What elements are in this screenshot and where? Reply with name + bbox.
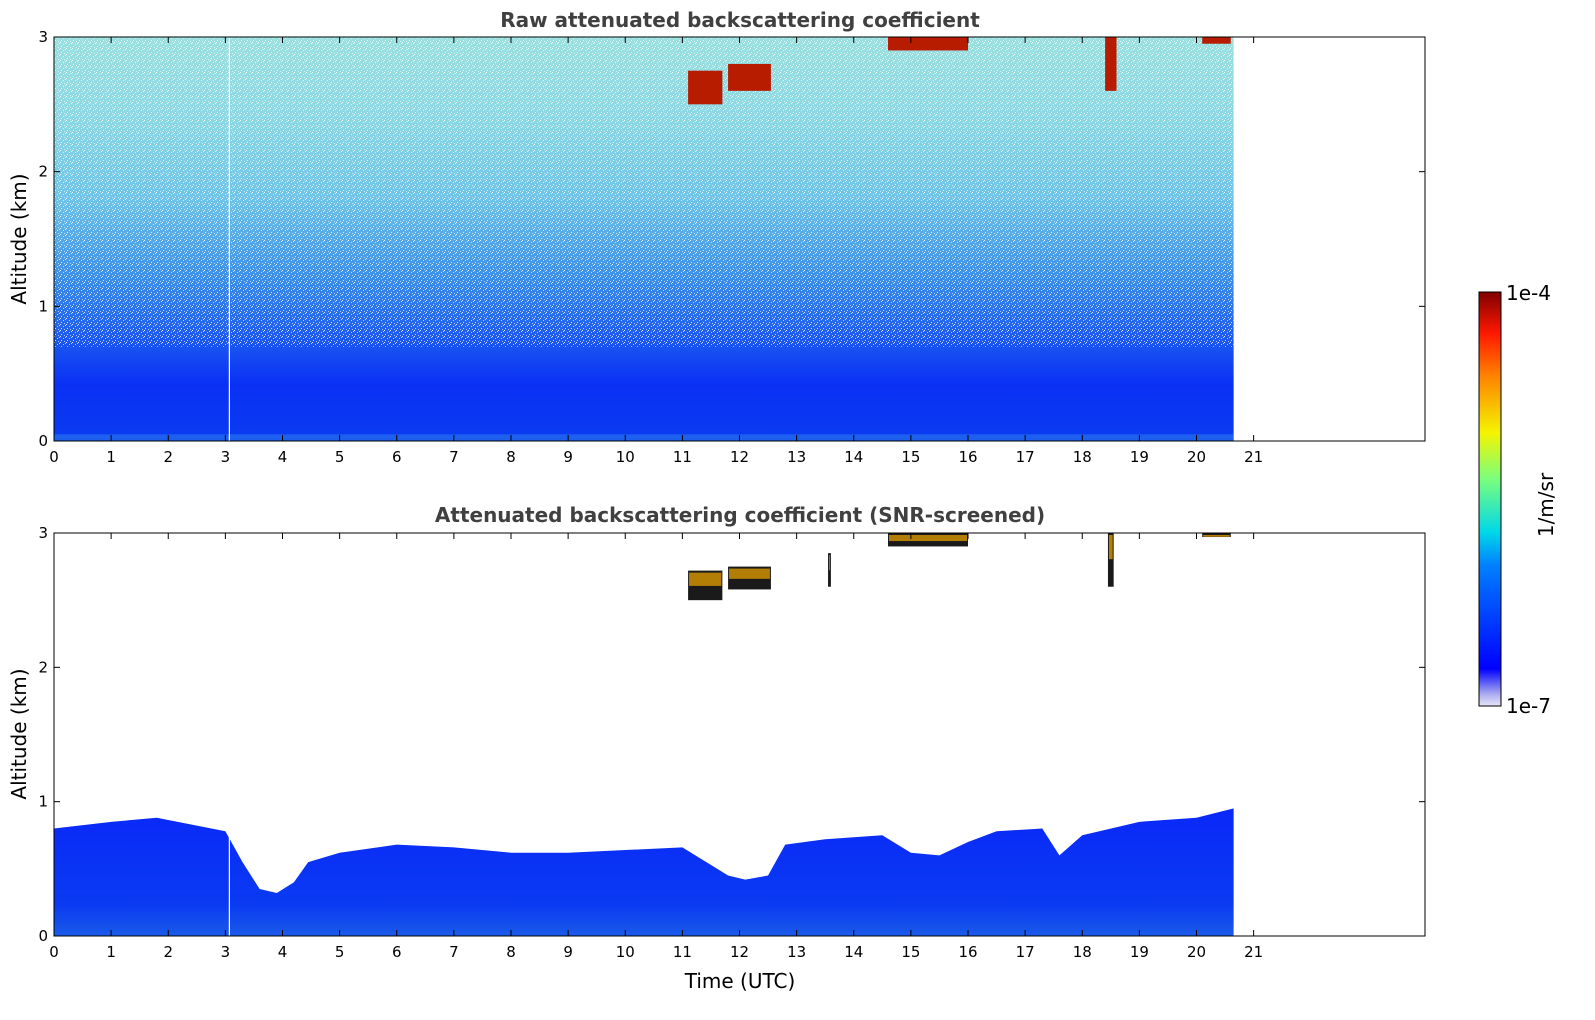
x-tick-label: 11: [673, 943, 692, 961]
panel-screened-data: [54, 533, 1234, 936]
panel-raw-y-ticks: 0 1 2 3: [38, 28, 1425, 450]
panel-screened-x-ticks: 0 1 2 3 4 5 6 7 8 9 10 11 12 13 14 15 16 17 18 19 20 21: [49, 533, 1263, 961]
y-tick-label: 2: [38, 658, 48, 676]
cloud-core: [829, 555, 830, 571]
colorbar-unit-label: 1/m/sr: [1534, 472, 1558, 537]
panel-screened-y-ticks: 0 1 2 3: [38, 524, 1425, 945]
raw-noise-speckle: [54, 37, 1234, 347]
panel-raw-y-label: Altitude (km): [7, 173, 31, 304]
x-tick-label: 2: [163, 943, 173, 961]
x-tick-label: 0: [49, 448, 59, 466]
x-tick-label: 20: [1187, 448, 1206, 466]
cloud-layer: [1107, 533, 1114, 587]
x-tick-label: 20: [1187, 943, 1206, 961]
x-tick-label: 15: [901, 448, 920, 466]
x-tick-label: 12: [730, 448, 749, 466]
x-tick-label: 1: [106, 943, 116, 961]
x-tick-label: 16: [958, 943, 977, 961]
panel-raw-x-ticks: 0 1 2 3 4 5 6 7 8 9 10 11 12 13 14 15 16 17 18 19 20 21: [49, 37, 1263, 466]
y-tick-label: 2: [38, 163, 48, 181]
panel-screened-y-label: Altitude (km): [7, 668, 31, 799]
x-tick-label: 9: [563, 943, 573, 961]
x-tick-label: 10: [616, 448, 635, 466]
cloud-core: [1203, 535, 1230, 537]
x-tick-label: 19: [1130, 943, 1149, 961]
x-tick-label: 17: [1016, 943, 1035, 961]
colorbar-min-label: 1e-7: [1506, 694, 1551, 718]
panel-screened-title: Attenuated backscattering coefficient (S…: [435, 503, 1045, 527]
x-tick-label: 10: [616, 943, 635, 961]
cloud-layer: [888, 37, 968, 51]
x-tick-label: 14: [844, 943, 863, 961]
x-tick-label: 17: [1016, 448, 1035, 466]
cloud-core: [1108, 535, 1113, 560]
x-tick-label: 8: [506, 448, 516, 466]
x-tick-label: 9: [563, 448, 573, 466]
x-tick-label: 21: [1244, 448, 1263, 466]
x-tick-label: 15: [901, 943, 920, 961]
x-tick-label: 18: [1073, 448, 1092, 466]
boundary-layer: [54, 808, 1234, 936]
x-tick-label: 16: [958, 448, 977, 466]
panel-screened: Attenuated backscattering coefficient (S…: [7, 503, 1426, 993]
x-tick-label: 4: [278, 943, 288, 961]
x-tick-label: 6: [392, 448, 402, 466]
x-tick-label: 7: [449, 448, 459, 466]
x-tick-label: 12: [730, 943, 749, 961]
x-tick-label: 13: [787, 943, 806, 961]
x-tick-label: 3: [221, 943, 231, 961]
panel-raw: Raw attenuated backscattering coefficien…: [7, 8, 1426, 466]
x-tick-label: 2: [163, 448, 173, 466]
y-tick-label: 3: [38, 28, 48, 46]
surface-layer: [54, 434, 1234, 441]
panel-screened-x-label: Time (UTC): [684, 969, 796, 993]
colorbar-scale: [1478, 291, 1502, 707]
cloud-layer: [688, 70, 723, 105]
x-tick-label: 6: [392, 943, 402, 961]
x-tick-label: 7: [449, 943, 459, 961]
y-tick-label: 0: [38, 432, 48, 450]
cloud-core: [689, 572, 722, 586]
x-tick-label: 21: [1244, 943, 1263, 961]
x-tick-label: 11: [673, 448, 692, 466]
y-tick-label: 3: [38, 524, 48, 542]
x-tick-label: 14: [844, 448, 863, 466]
y-tick-label: 1: [38, 793, 48, 811]
x-tick-label: 13: [787, 448, 806, 466]
y-tick-label: 0: [38, 927, 48, 945]
cloud-core: [889, 535, 967, 542]
x-tick-label: 5: [335, 448, 345, 466]
x-tick-label: 8: [506, 943, 516, 961]
colorbar-max-label: 1e-4: [1506, 281, 1551, 305]
x-tick-label: 5: [335, 943, 345, 961]
x-tick-label: 19: [1130, 448, 1149, 466]
cloud-layer: [1202, 37, 1231, 44]
cloud-layer: [1105, 37, 1117, 91]
cloud-layer: [728, 63, 771, 91]
x-tick-label: 3: [221, 448, 231, 466]
cloud-core: [729, 568, 770, 579]
colorbar: 1e-4 1e-7 1/m/sr: [1478, 281, 1558, 718]
x-tick-label: 18: [1073, 943, 1092, 961]
panel-raw-data: [54, 37, 1234, 441]
x-tick-label: 0: [49, 943, 59, 961]
panel-raw-title: Raw attenuated backscattering coefficien…: [500, 8, 980, 32]
x-tick-label: 1: [106, 448, 116, 466]
x-tick-label: 4: [278, 448, 288, 466]
y-tick-label: 1: [38, 297, 48, 315]
